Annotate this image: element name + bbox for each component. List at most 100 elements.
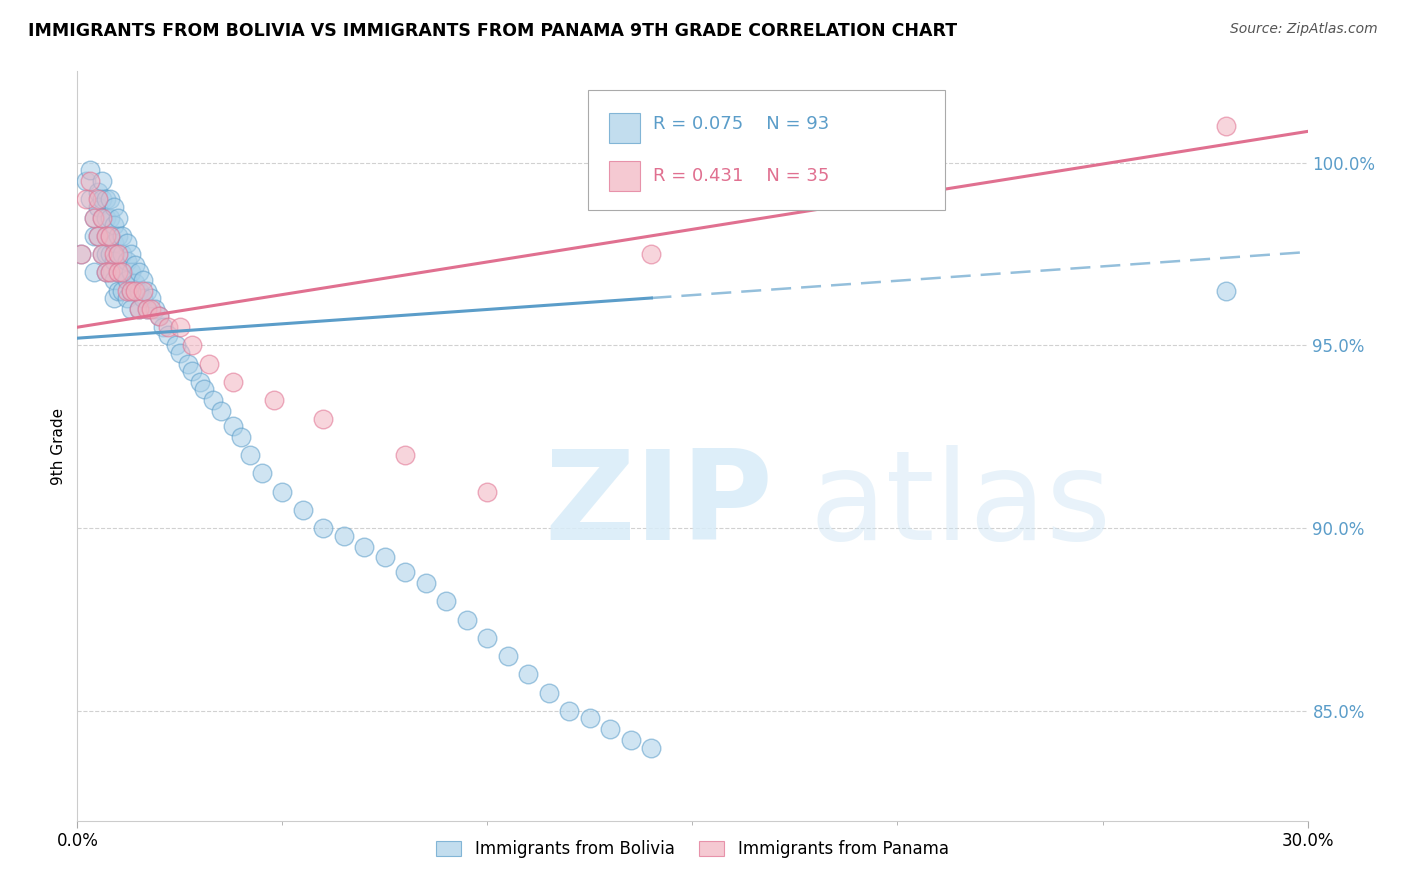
Point <box>312 411 335 425</box>
Point <box>107 265 129 279</box>
Point <box>477 631 499 645</box>
Point <box>128 265 150 279</box>
Point <box>143 301 166 316</box>
Point <box>94 228 117 243</box>
Point <box>353 540 375 554</box>
Legend: Immigrants from Bolivia, Immigrants from Panama: Immigrants from Bolivia, Immigrants from… <box>429 833 956 864</box>
Point <box>141 301 163 316</box>
Point <box>107 247 129 261</box>
Point <box>79 174 101 188</box>
Point <box>477 484 499 499</box>
Text: R = 0.075    N = 93: R = 0.075 N = 93 <box>654 115 830 133</box>
Bar <box>609 161 640 191</box>
Point <box>201 393 224 408</box>
Point <box>1215 284 1237 298</box>
Point <box>579 711 602 725</box>
Point <box>83 211 105 225</box>
Point <box>558 704 581 718</box>
Point <box>83 228 105 243</box>
Point <box>94 192 117 206</box>
Point <box>90 247 114 261</box>
Text: ZIP: ZIP <box>546 445 773 566</box>
Point <box>87 228 110 243</box>
Bar <box>609 112 640 143</box>
Point <box>90 247 114 261</box>
Point <box>107 265 129 279</box>
Point <box>111 265 134 279</box>
Point <box>169 346 191 360</box>
Point <box>181 338 204 352</box>
Point <box>115 254 138 268</box>
Point <box>222 418 245 433</box>
Point <box>107 247 129 261</box>
Point <box>169 320 191 334</box>
Point <box>107 211 129 225</box>
Point <box>156 327 179 342</box>
Point <box>394 565 416 579</box>
Point <box>333 528 356 542</box>
Point <box>394 448 416 462</box>
Point <box>291 503 314 517</box>
Point <box>107 228 129 243</box>
Point <box>90 211 114 225</box>
Point <box>128 301 150 316</box>
Point <box>111 265 134 279</box>
Point <box>141 291 163 305</box>
Point <box>152 320 174 334</box>
Point <box>209 404 232 418</box>
Point <box>94 211 117 225</box>
Point <box>374 550 396 565</box>
Point <box>436 594 458 608</box>
Point <box>148 310 170 324</box>
Point <box>197 357 219 371</box>
Point <box>90 211 114 225</box>
Point <box>120 284 142 298</box>
Point <box>103 247 125 261</box>
Point <box>250 467 273 481</box>
Point <box>70 247 93 261</box>
Point <box>103 291 125 305</box>
Point <box>70 247 93 261</box>
Point <box>87 228 110 243</box>
Point <box>136 301 159 316</box>
Point <box>156 320 179 334</box>
Point <box>136 284 159 298</box>
Point <box>640 740 662 755</box>
Point <box>98 192 121 206</box>
Point <box>103 254 125 268</box>
Point <box>620 733 643 747</box>
Point <box>263 393 285 408</box>
Point <box>98 228 121 243</box>
Point <box>193 382 215 396</box>
Point <box>124 284 146 298</box>
Point <box>103 200 125 214</box>
Point <box>124 258 146 272</box>
Text: Source: ZipAtlas.com: Source: ZipAtlas.com <box>1230 22 1378 37</box>
Point <box>83 211 105 225</box>
Point <box>111 247 134 261</box>
Point <box>103 273 125 287</box>
Point <box>111 284 134 298</box>
Point <box>271 484 294 499</box>
Point <box>75 174 97 188</box>
Point <box>188 375 212 389</box>
Point <box>132 284 155 298</box>
Point <box>98 211 121 225</box>
Point <box>120 284 142 298</box>
Point <box>98 228 121 243</box>
Point <box>124 277 146 291</box>
FancyBboxPatch shape <box>588 90 945 210</box>
Point <box>94 265 117 279</box>
Point <box>148 310 170 324</box>
Point <box>1215 119 1237 133</box>
Point <box>128 284 150 298</box>
Point <box>537 686 560 700</box>
Point <box>98 247 121 261</box>
Point <box>87 185 110 199</box>
Point <box>181 364 204 378</box>
Point <box>136 301 159 316</box>
Point <box>79 192 101 206</box>
Point <box>90 174 114 188</box>
Text: atlas: atlas <box>810 445 1112 566</box>
Point <box>239 448 262 462</box>
